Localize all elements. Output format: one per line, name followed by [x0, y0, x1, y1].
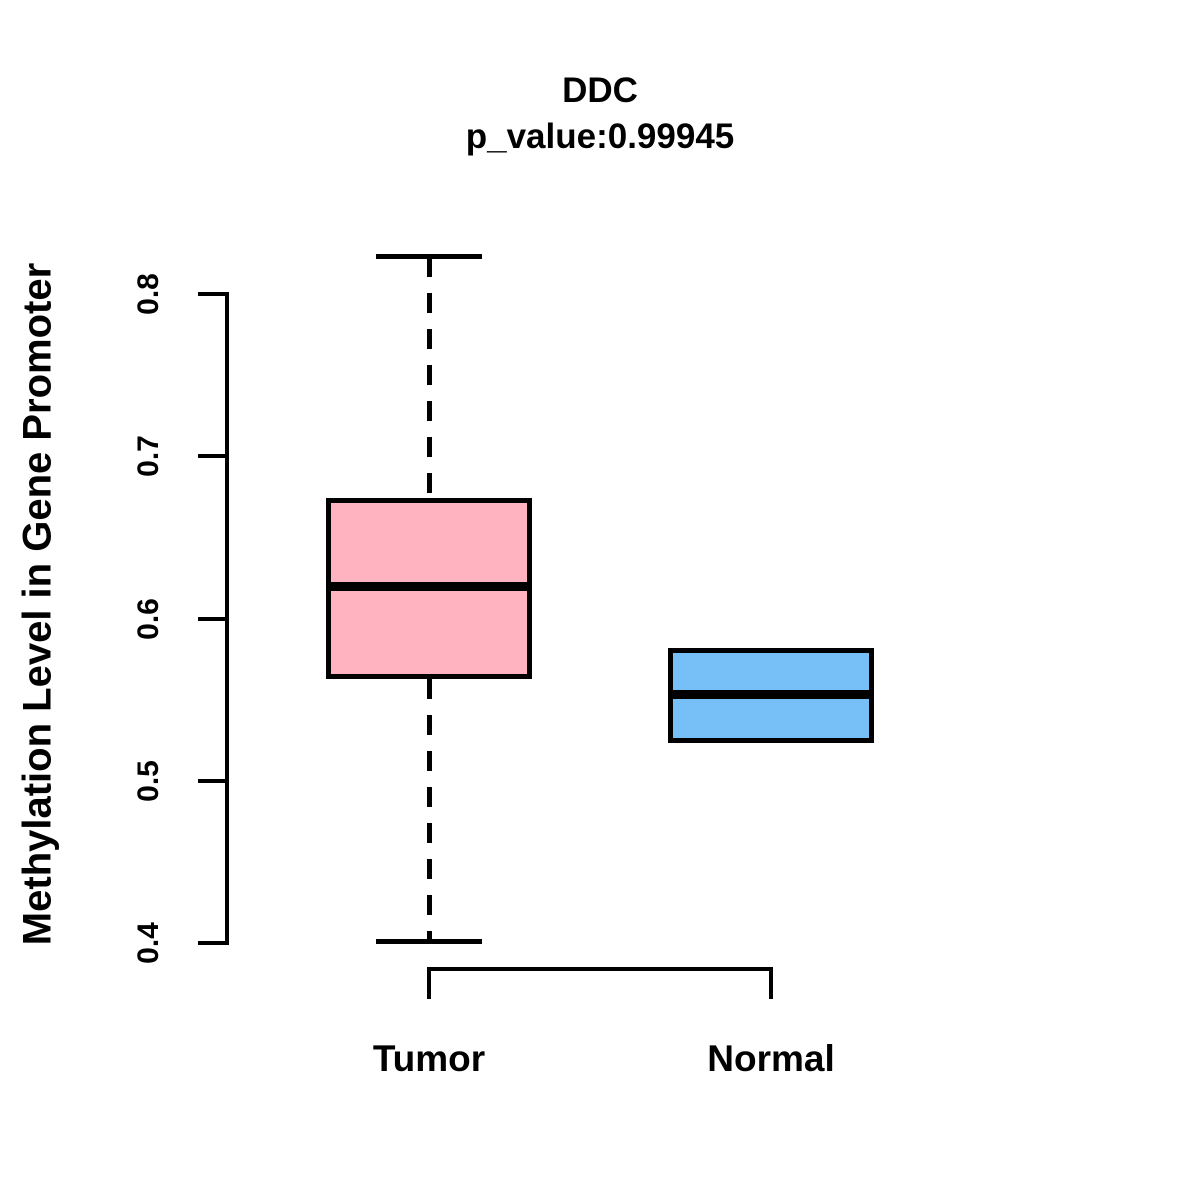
y-tick-label: 0.7 — [132, 435, 165, 478]
whisker-cap-lower-tumor — [376, 938, 482, 944]
y-tick-label: 0.5 — [132, 759, 165, 802]
x-category-label-normal: Normal — [707, 1038, 835, 1079]
y-tick — [198, 778, 225, 783]
whisker-line-upper-tumor — [426, 256, 432, 499]
y-tick-label: 0.6 — [132, 597, 165, 640]
y-tick — [198, 616, 225, 621]
median-line-tumor — [326, 581, 532, 591]
y-tick — [198, 941, 225, 945]
x-axis-tick — [427, 969, 431, 999]
y-tick — [198, 292, 225, 296]
x-axis-line — [427, 967, 773, 971]
y-axis-line — [225, 292, 229, 945]
median-line-normal — [668, 690, 874, 700]
whisker-cap-upper-tumor — [376, 254, 482, 260]
y-tick — [198, 454, 225, 459]
y-tick-label: 0.4 — [132, 922, 165, 964]
x-category-label-tumor: Tumor — [372, 1038, 486, 1079]
chart-subtitle: p_value:0.99945 — [465, 117, 735, 156]
chart-title-block: DDC p_value:0.99945 — [0, 68, 1200, 160]
y-tick-label: 0.8 — [132, 273, 165, 315]
whisker-line-lower-tumor — [426, 678, 432, 942]
chart-title: DDC — [562, 71, 638, 110]
x-axis-tick — [769, 969, 773, 999]
